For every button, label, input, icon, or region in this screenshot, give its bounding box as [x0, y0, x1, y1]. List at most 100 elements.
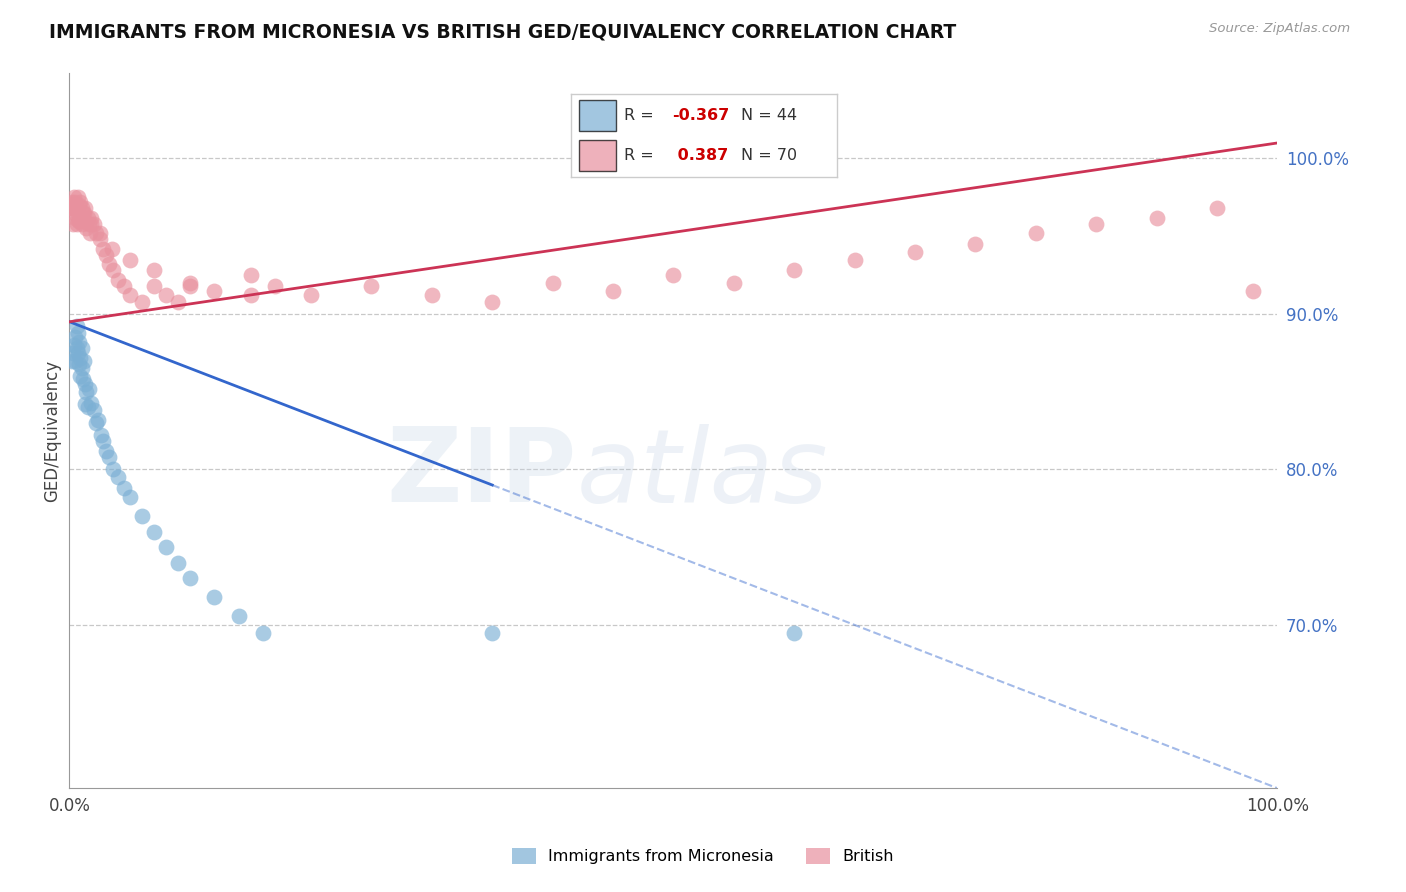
Point	[662, 268, 685, 282]
Point	[239, 268, 262, 282]
Point	[70, 361, 93, 376]
Point	[65, 330, 87, 344]
Point	[112, 481, 135, 495]
Point	[263, 279, 285, 293]
Point	[77, 382, 100, 396]
Point	[60, 194, 83, 209]
Point	[66, 346, 89, 360]
Point	[783, 263, 806, 277]
Point	[66, 341, 89, 355]
Point	[167, 556, 190, 570]
Point	[143, 279, 166, 293]
Point	[94, 443, 117, 458]
Point	[63, 338, 86, 352]
Point	[66, 326, 89, 340]
Point	[100, 242, 122, 256]
Point	[965, 237, 987, 252]
Point	[1241, 284, 1264, 298]
Point	[69, 369, 91, 384]
Point	[73, 206, 96, 220]
Point	[83, 403, 105, 417]
Point	[481, 294, 503, 309]
Point	[90, 428, 112, 442]
Point	[83, 217, 105, 231]
Point	[118, 252, 141, 267]
Point	[783, 625, 806, 640]
Text: IMMIGRANTS FROM MICRONESIA VS BRITISH GED/EQUIVALENCY CORRELATION CHART: IMMIGRANTS FROM MICRONESIA VS BRITISH GE…	[49, 22, 956, 41]
Point	[98, 257, 121, 271]
Text: ZIP: ZIP	[387, 423, 576, 524]
Point	[80, 395, 103, 409]
Point	[63, 190, 86, 204]
Point	[75, 221, 97, 235]
Point	[75, 376, 97, 391]
Point	[118, 288, 141, 302]
Point	[65, 194, 87, 209]
Point	[75, 384, 97, 399]
Point	[112, 279, 135, 293]
Point	[67, 334, 90, 349]
Point	[67, 198, 90, 212]
Point	[94, 248, 117, 262]
Legend: Immigrants from Micronesia, British: Immigrants from Micronesia, British	[505, 841, 901, 871]
Point	[80, 211, 103, 225]
Point	[66, 190, 89, 204]
Point	[107, 470, 129, 484]
Point	[70, 341, 93, 355]
Point	[76, 211, 98, 225]
Point	[89, 232, 111, 246]
Point	[420, 288, 443, 302]
Point	[844, 252, 866, 267]
Point	[299, 288, 322, 302]
Point	[143, 263, 166, 277]
Point	[481, 625, 503, 640]
Text: Source: ZipAtlas.com: Source: ZipAtlas.com	[1209, 22, 1350, 36]
Point	[723, 276, 745, 290]
Point	[131, 509, 153, 524]
Point	[602, 284, 624, 298]
Point	[70, 217, 93, 231]
Point	[72, 206, 94, 220]
Point	[167, 294, 190, 309]
Point	[67, 213, 90, 227]
Point	[84, 226, 107, 240]
Point	[179, 279, 201, 293]
Point	[179, 276, 201, 290]
Point	[62, 201, 84, 215]
Point	[91, 242, 114, 256]
Point	[62, 346, 84, 360]
Point	[1025, 226, 1047, 240]
Point	[62, 217, 84, 231]
Y-axis label: GED/Equivalency: GED/Equivalency	[44, 359, 60, 501]
Point	[72, 372, 94, 386]
Point	[204, 590, 226, 604]
Point	[91, 434, 114, 449]
Point	[66, 201, 89, 215]
Point	[143, 524, 166, 539]
Point	[65, 353, 87, 368]
Point	[76, 401, 98, 415]
Point	[904, 244, 927, 259]
Point	[75, 201, 97, 215]
Point	[79, 226, 101, 240]
Point	[87, 413, 110, 427]
Point	[155, 288, 177, 302]
Point	[73, 353, 96, 368]
Point	[1085, 217, 1108, 231]
Point	[67, 213, 90, 227]
Point	[360, 279, 382, 293]
Point	[62, 198, 84, 212]
Point	[101, 263, 124, 277]
Point	[66, 319, 89, 334]
Point	[67, 357, 90, 371]
Point	[98, 450, 121, 464]
Point	[80, 217, 103, 231]
Point	[69, 351, 91, 365]
Point	[59, 201, 82, 215]
Point	[60, 353, 83, 368]
Point	[66, 206, 89, 220]
Point	[541, 276, 564, 290]
Point	[155, 540, 177, 554]
Point	[118, 491, 141, 505]
Point	[1206, 201, 1229, 215]
